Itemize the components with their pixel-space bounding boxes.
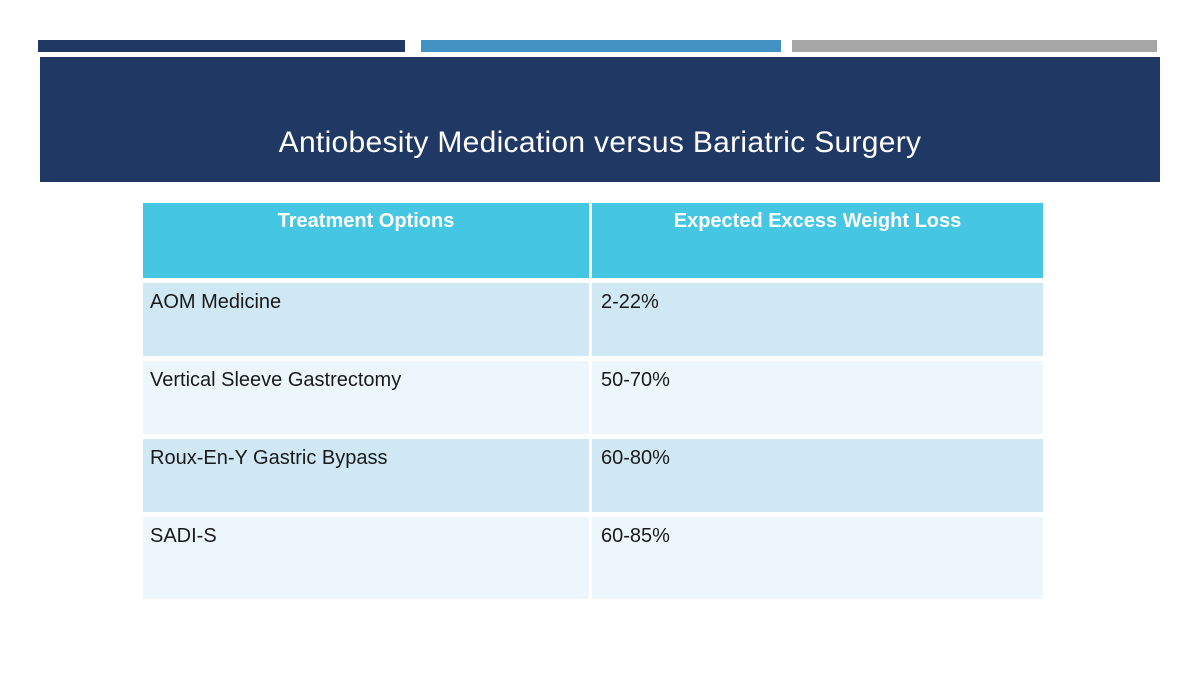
top-accent-bar-blue [421, 40, 781, 52]
top-accent-bar-gray [792, 40, 1157, 52]
cell-treatment: AOM Medicine [143, 283, 592, 361]
table-row: SADI-S 60-85% [143, 517, 1043, 599]
header-cell-treatment-options: Treatment Options [143, 203, 592, 283]
title-banner: Antiobesity Medication versus Bariatric … [40, 57, 1160, 182]
table-header-row: Treatment Options Expected Excess Weight… [143, 203, 1043, 283]
header-cell-expected-excess-weight-loss: Expected Excess Weight Loss [592, 203, 1043, 283]
cell-ewl: 2-22% [592, 283, 1043, 361]
cell-treatment: Vertical Sleeve Gastrectomy [143, 361, 592, 439]
cell-ewl: 60-80% [592, 439, 1043, 517]
top-accent-bar-navy [38, 40, 405, 52]
cell-treatment: SADI-S [143, 517, 592, 599]
cell-ewl: 60-85% [592, 517, 1043, 599]
cell-treatment: Roux-En-Y Gastric Bypass [143, 439, 592, 517]
table-row: AOM Medicine 2-22% [143, 283, 1043, 361]
table-row: Roux-En-Y Gastric Bypass 60-80% [143, 439, 1043, 517]
treatment-table: Treatment Options Expected Excess Weight… [143, 203, 1043, 599]
slide-title: Antiobesity Medication versus Bariatric … [278, 126, 922, 159]
cell-ewl: 50-70% [592, 361, 1043, 439]
table-row: Vertical Sleeve Gastrectomy 50-70% [143, 361, 1043, 439]
